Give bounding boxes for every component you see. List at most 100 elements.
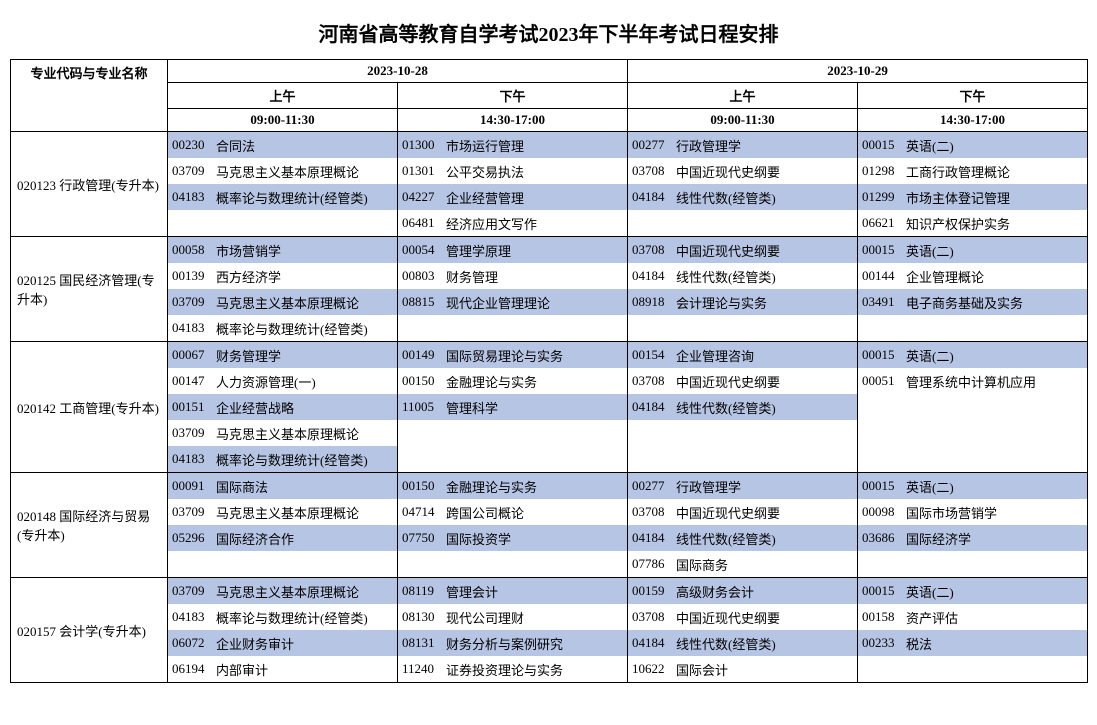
course-code: 04184 (632, 399, 676, 415)
course-row: 00067财务管理学 (168, 342, 397, 368)
course-name: 西方经济学 (216, 267, 393, 286)
session-cell: 00150金融理论与实务04714跨国公司概论07750国际投资学 (398, 473, 628, 578)
session-cell: 08119管理会计08130现代公司理财08131财务分析与案例研究11240证… (398, 578, 628, 683)
course-code: 01300 (402, 137, 446, 153)
course-name: 市场主体登记管理 (906, 188, 1083, 207)
course-name: 经济应用文写作 (446, 214, 623, 233)
course-code: 03708 (632, 504, 676, 520)
course-row: 03708中国近现代史纲要 (628, 368, 857, 394)
course-name: 现代企业管理理论 (446, 293, 623, 312)
course-name: 证券投资理论与实务 (446, 660, 623, 679)
course-code: 03709 (172, 504, 216, 520)
course-row (398, 420, 627, 446)
course-row: 01298工商行政管理概论 (858, 158, 1087, 184)
course-name: 国际经济合作 (216, 529, 393, 548)
table-header: 专业代码与专业名称 2023-10-28 2023-10-29 上午 下午 上午… (11, 60, 1088, 132)
course-row: 00144企业管理概论 (858, 263, 1087, 289)
course-code: 05296 (172, 530, 216, 546)
course-name: 线性代数(经管类) (676, 188, 853, 207)
course-name: 人力资源管理(一) (216, 372, 393, 391)
course-row: 00098国际市场营销学 (858, 499, 1087, 525)
session-cell: 03709马克思主义基本原理概论04183概率论与数理统计(经管类)06072企… (168, 578, 398, 683)
course-name: 知识产权保护实务 (906, 214, 1083, 233)
course-name: 中国近现代史纲要 (676, 241, 853, 260)
course-name: 财务分析与案例研究 (446, 634, 623, 653)
table-row: 020148 国际经济与贸易(专升本)00091国际商法03709马克思主义基本… (11, 473, 1088, 578)
session-cell: 00015英语(二)00144企业管理概论03491电子商务基础及实务 (858, 237, 1088, 342)
course-name: 工商行政管理概论 (906, 162, 1083, 181)
course-name: 英语(二) (906, 136, 1083, 155)
course-row: 11005管理科学 (398, 394, 627, 420)
course-row: 00015英语(二) (858, 237, 1087, 263)
header-day1-pm: 下午 (398, 83, 628, 109)
session-cell: 00091国际商法03709马克思主义基本原理概论05296国际经济合作 (168, 473, 398, 578)
course-code: 04184 (632, 189, 676, 205)
course-name: 市场运行管理 (446, 136, 623, 155)
course-row: 01299市场主体登记管理 (858, 184, 1087, 210)
course-name: 马克思主义基本原理概论 (216, 293, 393, 312)
course-name: 英语(二) (906, 346, 1083, 365)
table-row: 020157 会计学(专升本)03709马克思主义基本原理概论04183概率论与… (11, 578, 1088, 683)
course-name: 概率论与数理统计(经管类) (216, 450, 393, 469)
course-row: 04183概率论与数理统计(经管类) (168, 315, 397, 341)
course-row: 11240证券投资理论与实务 (398, 656, 627, 682)
course-code: 04184 (632, 530, 676, 546)
course-row: 08119管理会计 (398, 578, 627, 604)
course-code: 08131 (402, 635, 446, 651)
course-row: 01300市场运行管理 (398, 132, 627, 158)
course-code: 04183 (172, 609, 216, 625)
course-row: 00151企业经营战略 (168, 394, 397, 420)
session-cell: 00159高级财务会计03708中国近现代史纲要04184线性代数(经管类)10… (628, 578, 858, 683)
course-code: 00091 (172, 478, 216, 494)
course-row: 00015英语(二) (858, 132, 1087, 158)
course-code: 03708 (632, 163, 676, 179)
course-name: 金融理论与实务 (446, 477, 623, 496)
course-code: 00159 (632, 583, 676, 599)
course-row (858, 656, 1087, 682)
course-code: 00150 (402, 478, 446, 494)
course-row: 06621知识产权保护实务 (858, 210, 1087, 236)
course-row: 00277行政管理学 (628, 132, 857, 158)
header-day1-pm-time: 14:30-17:00 (398, 109, 628, 132)
course-name: 马克思主义基本原理概论 (216, 424, 393, 443)
course-code: 06481 (402, 215, 446, 231)
course-name: 国际商务 (676, 555, 853, 574)
course-name: 马克思主义基本原理概论 (216, 162, 393, 181)
course-name: 国际经济学 (906, 529, 1083, 548)
course-row: 00277行政管理学 (628, 473, 857, 499)
course-code: 04183 (172, 451, 216, 467)
course-name: 资产评估 (906, 608, 1083, 627)
course-name: 线性代数(经管类) (676, 634, 853, 653)
course-name: 管理会计 (446, 582, 623, 601)
course-row: 05296国际经济合作 (168, 525, 397, 551)
course-code: 06072 (172, 635, 216, 651)
course-code: 00144 (862, 268, 906, 284)
course-code: 00098 (862, 504, 906, 520)
course-row: 04227企业经营管理 (398, 184, 627, 210)
major-cell: 020157 会计学(专升本) (11, 578, 168, 683)
course-row: 03709马克思主义基本原理概论 (168, 578, 397, 604)
header-day1: 2023-10-28 (168, 60, 628, 83)
course-code: 11005 (402, 399, 446, 415)
course-name: 税法 (906, 634, 1083, 653)
course-row: 03708中国近现代史纲要 (628, 604, 857, 630)
course-row: 00803财务管理 (398, 263, 627, 289)
session-cell: 00230合同法03709马克思主义基本原理概论04183概率论与数理统计(经管… (168, 132, 398, 237)
course-row (628, 420, 857, 446)
course-row: 07786国际商务 (628, 551, 857, 577)
course-code: 00158 (862, 609, 906, 625)
major-cell: 020148 国际经济与贸易(专升本) (11, 473, 168, 578)
course-row: 03491电子商务基础及实务 (858, 289, 1087, 315)
course-code: 08815 (402, 294, 446, 310)
course-code: 00147 (172, 373, 216, 389)
course-row (398, 551, 627, 577)
course-name: 中国近现代史纲要 (676, 372, 853, 391)
course-code: 04227 (402, 189, 446, 205)
course-name: 企业经营管理 (446, 188, 623, 207)
course-row: 00147人力资源管理(一) (168, 368, 397, 394)
course-code: 03686 (862, 530, 906, 546)
course-name: 概率论与数理统计(经管类) (216, 319, 393, 338)
course-name: 概率论与数理统计(经管类) (216, 188, 393, 207)
course-name: 马克思主义基本原理概论 (216, 582, 393, 601)
course-name: 行政管理学 (676, 136, 853, 155)
